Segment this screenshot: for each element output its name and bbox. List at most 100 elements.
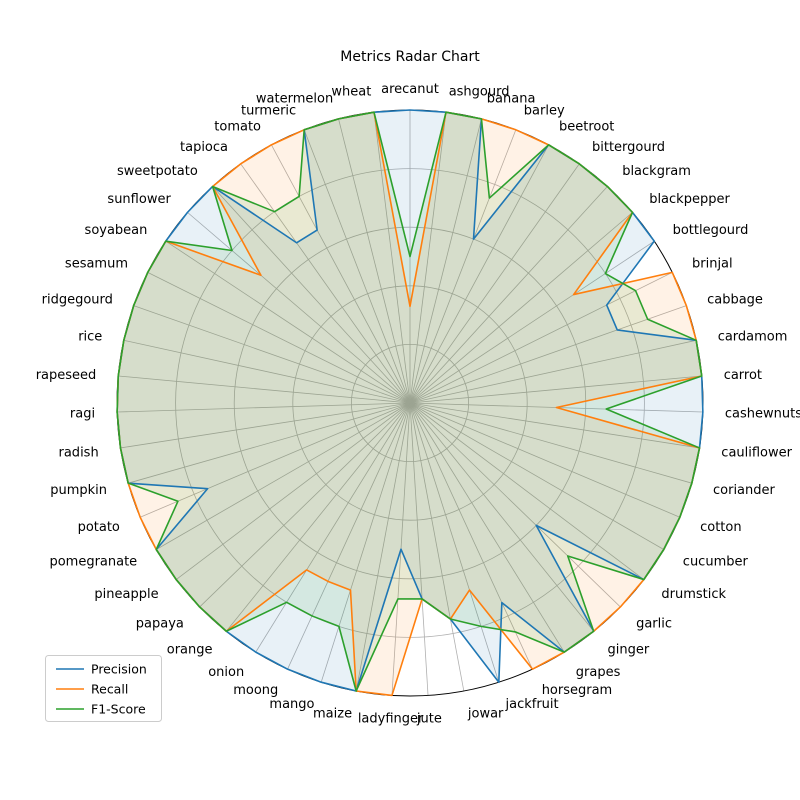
- legend-label: Recall: [91, 682, 128, 697]
- category-label: soyabean: [85, 223, 148, 238]
- category-label: banana: [487, 92, 536, 107]
- grid-spoke: [165, 240, 411, 404]
- category-label: carrot: [724, 368, 762, 383]
- category-label: jowar: [467, 707, 504, 722]
- legend-box: [45, 655, 162, 722]
- category-label: drumstick: [661, 587, 726, 602]
- category-label: grapes: [576, 665, 621, 680]
- grid-spoke: [409, 402, 500, 683]
- grid-spoke: [409, 402, 692, 484]
- series-lines: [116, 109, 704, 697]
- grid-spoke: [409, 339, 697, 404]
- category-label: ridgegourd: [42, 292, 113, 307]
- legend: Precision Recall F1-Score: [45, 655, 162, 722]
- category-label: papaya: [136, 616, 184, 631]
- grid-spoke: [255, 402, 411, 653]
- category-label: tomato: [214, 120, 261, 135]
- grid-spoke: [409, 402, 533, 670]
- category-label: ashgourd: [449, 84, 510, 99]
- category-label: beetroot: [559, 120, 614, 135]
- category-label: cucumber: [683, 555, 749, 570]
- category-label: orange: [167, 642, 213, 657]
- category-label: tapioca: [180, 140, 228, 155]
- category-label: blackpepper: [649, 192, 730, 207]
- grid-spoke: [287, 402, 411, 670]
- category-label: pineapple: [94, 587, 158, 602]
- grid-spoke: [120, 402, 411, 449]
- grid-spoke: [156, 402, 411, 550]
- grid-spoke: [409, 402, 595, 632]
- grid-spoke: [212, 186, 411, 404]
- grid-spoke: [118, 375, 411, 404]
- grid-spoke: [338, 118, 411, 404]
- grid-spoke: [199, 402, 411, 608]
- grid-spoke: [409, 305, 687, 404]
- grid-spoke: [409, 402, 664, 550]
- category-label: horsegram: [542, 683, 613, 698]
- category-label: cabbage: [707, 292, 763, 307]
- grid-spoke: [409, 112, 447, 404]
- grid-spoke: [123, 339, 411, 404]
- grid-spoke: [409, 402, 680, 518]
- grid-spoke: [355, 402, 411, 692]
- category-label: ladyfinger: [358, 711, 424, 726]
- grid-spoke: [187, 212, 411, 404]
- grid-spoke: [409, 186, 608, 404]
- grid-spoke: [409, 118, 482, 404]
- category-label: cotton: [700, 520, 742, 535]
- category-label: barley: [524, 103, 565, 118]
- grid-spoke: [409, 402, 700, 449]
- category-label: watermelon: [256, 92, 333, 107]
- category-label: pomegranate: [49, 555, 137, 570]
- category-label: arecanut: [381, 82, 439, 97]
- category-label: bittergourd: [592, 140, 665, 155]
- legend-label: F1-Score: [91, 702, 146, 717]
- grid-spoke: [409, 402, 465, 692]
- category-label: turmeric: [241, 103, 296, 118]
- category-label: maize: [313, 707, 352, 722]
- legend-label: Precision: [91, 662, 147, 677]
- grid-spoke: [409, 402, 621, 608]
- category-label: bottlegourd: [673, 223, 749, 238]
- grid-spoke: [147, 272, 411, 404]
- category-label: jute: [416, 711, 442, 726]
- grid-spoke: [240, 163, 411, 404]
- category-label: blackgram: [622, 164, 691, 179]
- grid-spoke: [271, 144, 411, 404]
- grid-spoke: [409, 129, 517, 404]
- grid-spoke: [175, 402, 411, 580]
- category-label: onion: [208, 665, 244, 680]
- category-label: sweetpotato: [117, 164, 198, 179]
- grid-spoke: [373, 112, 411, 404]
- category-label: moong: [233, 683, 278, 698]
- category-label: brinjal: [692, 257, 733, 272]
- grid-spoke: [409, 212, 633, 404]
- category-label: cardamom: [718, 330, 788, 345]
- grid-spoke: [128, 402, 411, 484]
- category-label: potato: [78, 520, 120, 535]
- category-label: cashewnuts: [725, 407, 800, 422]
- category-label: wheat: [331, 84, 371, 99]
- category-label: jackfruit: [505, 697, 559, 712]
- grid-spoke: [409, 402, 429, 696]
- category-label: garlic: [636, 616, 672, 631]
- grid-spoke: [409, 272, 673, 404]
- grid-spoke: [133, 305, 411, 404]
- chart-title: Metrics Radar Chart: [340, 49, 480, 65]
- series-fill-f1-score: [117, 112, 702, 692]
- grid-spoke: [409, 402, 565, 653]
- category-label: rapeseed: [36, 368, 97, 383]
- category-label: radish: [59, 445, 99, 460]
- category-label: pumpkin: [50, 483, 107, 498]
- category-label: rice: [78, 330, 102, 345]
- series-fill-recall: [117, 112, 702, 696]
- category-label: ginger: [608, 642, 650, 657]
- category-label: mango: [269, 697, 314, 712]
- grid-spoke: [117, 402, 411, 413]
- series-fills: [117, 110, 703, 696]
- grid-spoke: [225, 402, 411, 632]
- grid-spoke: [409, 163, 580, 404]
